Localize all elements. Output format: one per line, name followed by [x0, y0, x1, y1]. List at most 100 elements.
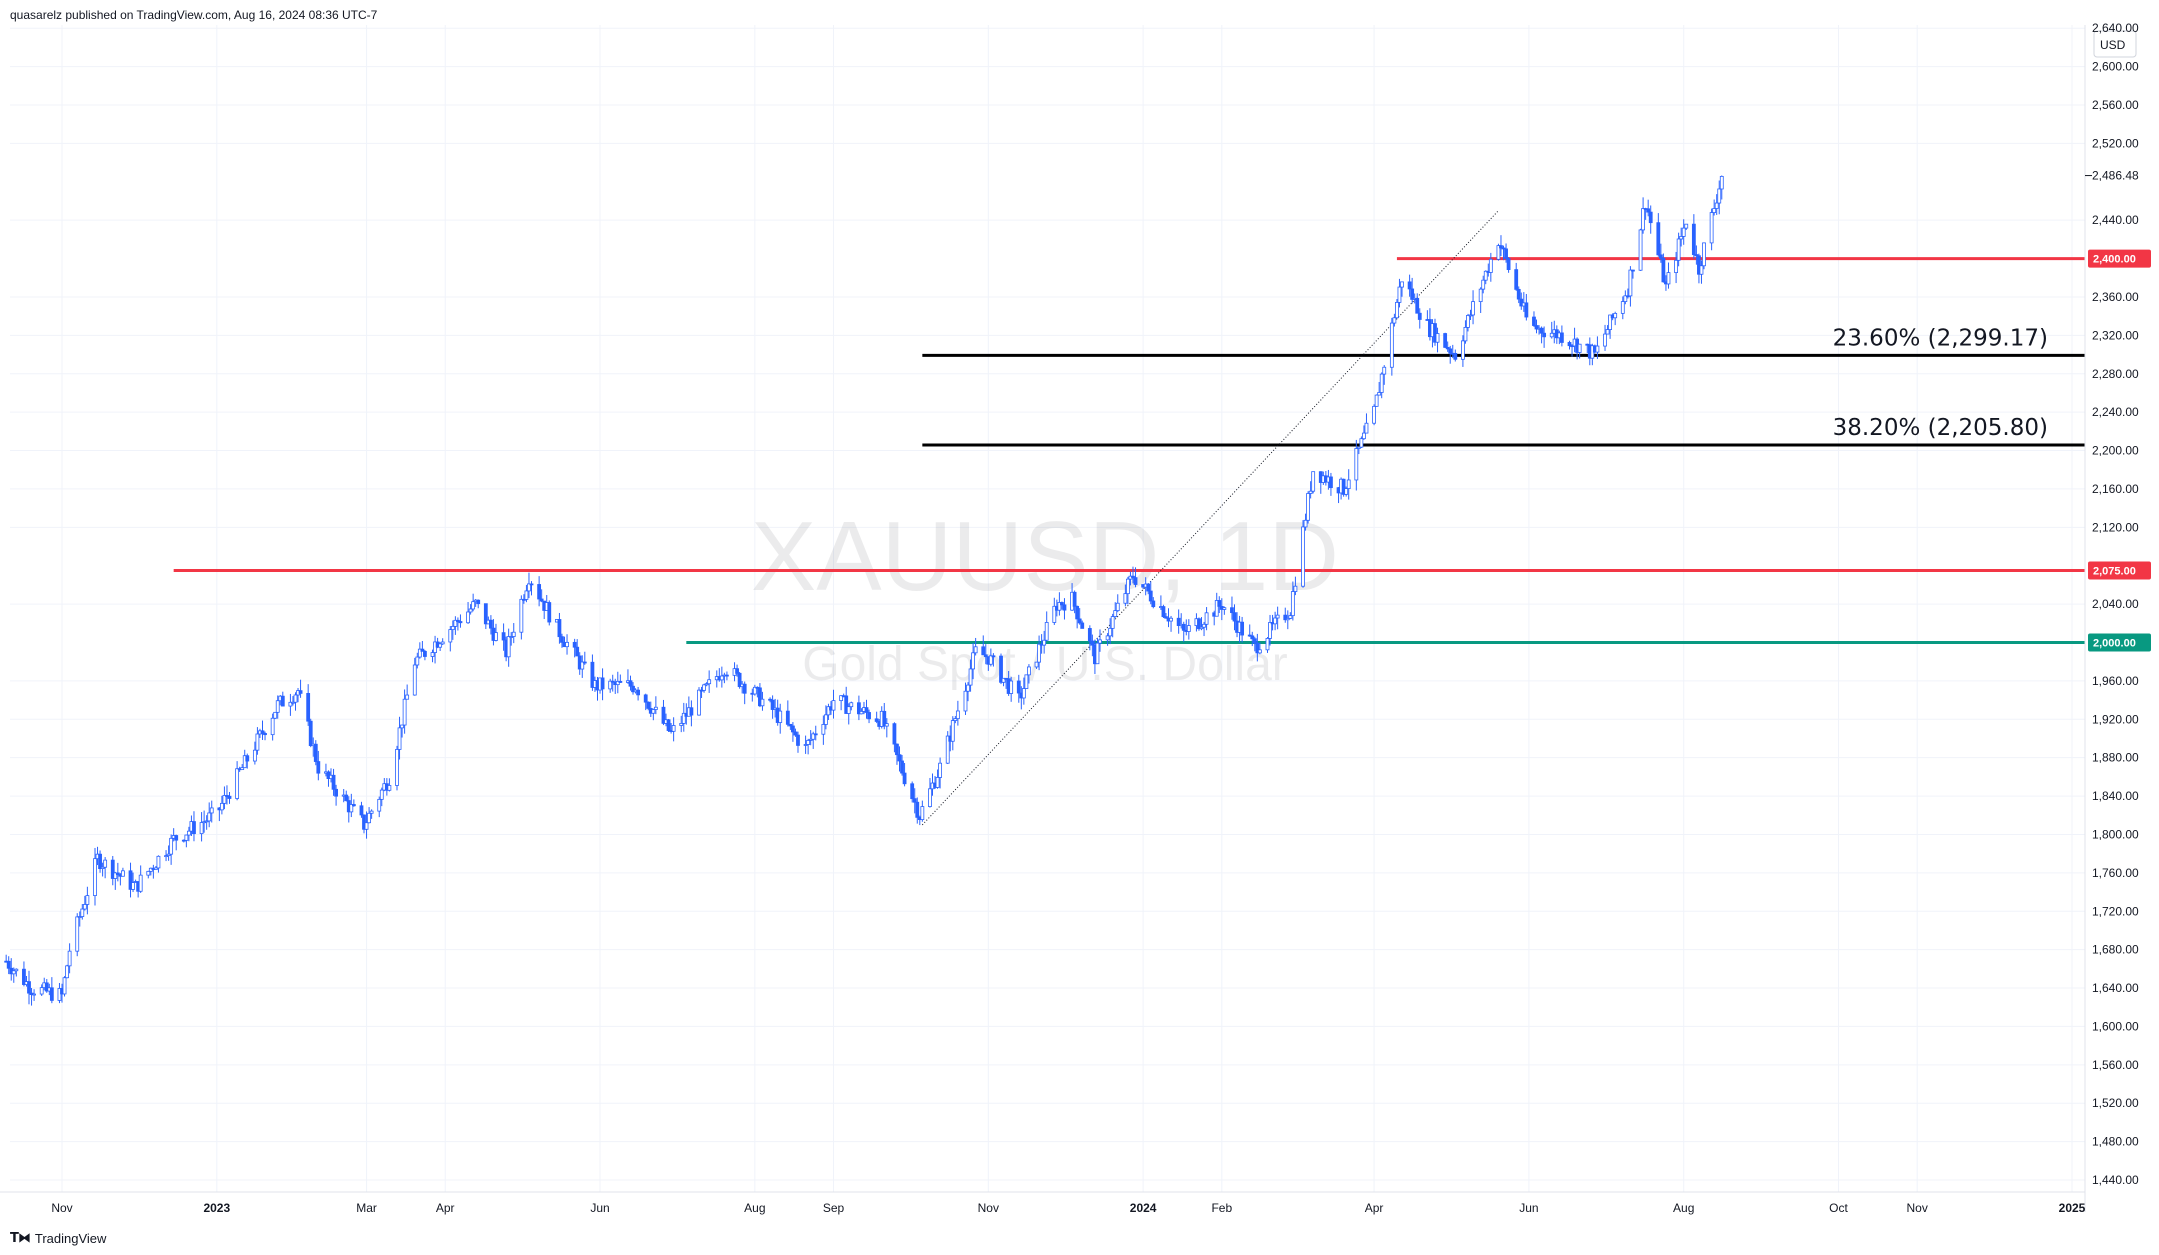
candle-body: [131, 882, 135, 890]
resistance-2075-badge-text: 2,075.00: [2093, 566, 2136, 578]
candle-body: [856, 702, 861, 715]
candle-body: [529, 583, 534, 586]
candle-body: [450, 625, 455, 631]
candle-body: [920, 806, 925, 820]
candle-body: [242, 755, 247, 769]
candle-body: [362, 814, 366, 830]
candle-body: [981, 646, 986, 656]
candle-body: [1044, 622, 1049, 641]
candle-body: [1372, 405, 1376, 424]
candle-body: [1679, 236, 1684, 240]
candle-body: [417, 648, 422, 658]
candle-body: [227, 795, 232, 799]
candle-body: [494, 632, 498, 641]
candle-body: [313, 743, 318, 762]
price-tick-label: 1,960.00: [2092, 674, 2139, 688]
candle-body: [184, 834, 189, 841]
candle-body: [415, 656, 420, 666]
watermark-description: Gold Spot / U.S. Dollar: [802, 638, 1288, 691]
candle-body: [1697, 255, 1701, 275]
candle-body: [539, 598, 544, 602]
candle-body: [844, 695, 849, 714]
candle-body: [280, 695, 285, 707]
candle-body: [1504, 248, 1508, 259]
candle-body: [156, 855, 161, 869]
candle-body: [483, 603, 488, 625]
candle-body: [1605, 329, 1610, 335]
candle-body: [575, 646, 580, 657]
time-tick-label: Aug: [1673, 1201, 1694, 1215]
price-tick-label: 1,520.00: [2092, 1096, 2139, 1110]
candle-body: [824, 714, 828, 725]
candle-body: [689, 707, 694, 716]
price-tick-label: 2,520.00: [2092, 136, 2139, 150]
symbol-watermark: XAUUSD, 1D Gold Spot / U.S. Dollar: [751, 501, 1339, 691]
candle-body: [448, 629, 453, 643]
candle-body: [1095, 642, 1100, 665]
candle-body: [85, 895, 90, 905]
price-axis: USD 2,640.00 2,600.00 2,560.00 2,520.00 2,44…: [2084, 21, 2139, 1212]
candle-body: [1230, 607, 1234, 614]
candle-body: [219, 802, 224, 811]
candle-body: [412, 664, 417, 696]
candle-body: [1681, 227, 1686, 237]
candle-body: [1311, 471, 1316, 492]
candle-body: [968, 668, 973, 686]
candle-body: [222, 795, 227, 804]
candle-body: [1034, 661, 1039, 668]
candle-body: [1539, 327, 1544, 334]
candle-body: [912, 798, 917, 803]
candle-body: [1658, 254, 1663, 259]
candle-body: [468, 608, 473, 613]
candle-body: [1625, 295, 1630, 298]
candle-body: [1098, 639, 1102, 644]
candle-body: [1356, 446, 1361, 449]
currency-label: USD: [2100, 38, 2126, 52]
candle-body: [466, 611, 470, 624]
candle-body: [806, 740, 811, 745]
candle-body: [1699, 265, 1704, 275]
candle-body: [349, 804, 354, 813]
candle-body: [1110, 616, 1115, 629]
price-tick-label: 2,240.00: [2092, 405, 2139, 419]
candle-body: [209, 807, 214, 814]
candle-body: [768, 698, 772, 701]
tradingview-brand[interactable]: 𝗧⧓ TradingView: [10, 1230, 106, 1246]
candle-body: [973, 646, 978, 654]
candle-body: [983, 654, 988, 658]
candle-body: [334, 788, 338, 797]
candle-body: [423, 650, 427, 657]
candle-body: [707, 679, 712, 685]
candle-body: [1374, 394, 1379, 407]
candle-body: [39, 987, 44, 995]
candle-body: [867, 712, 871, 720]
candle-body: [1275, 614, 1280, 619]
candle-body: [1410, 288, 1415, 300]
candle-body: [1062, 604, 1067, 611]
candle-body: [631, 685, 635, 693]
candle-body: [1638, 229, 1643, 271]
candle-body: [1202, 623, 1206, 628]
candle-body: [1354, 448, 1359, 481]
candle-body: [1161, 606, 1166, 618]
candle-body: [1214, 600, 1219, 617]
candle-body: [1087, 628, 1092, 642]
candle-body: [719, 675, 724, 681]
fib-38.2-label: 38.20% (2,205.80): [1833, 415, 2048, 441]
candle-body: [557, 619, 562, 638]
candle-body: [1169, 617, 1173, 622]
candle-body: [1080, 622, 1085, 629]
resistance-2400-badge-text: 2,400.00: [2093, 254, 2136, 266]
candle-body: [1516, 288, 1521, 300]
candle-body: [1250, 635, 1255, 640]
price-tick-label: 1,600.00: [2092, 1019, 2139, 1033]
candle-body: [1344, 488, 1349, 495]
candle-body: [725, 674, 729, 677]
candle-body: [115, 872, 120, 875]
candle-body: [476, 599, 481, 605]
candle-body: [1641, 208, 1645, 231]
candle-body: [1176, 617, 1181, 626]
candle-body: [1075, 605, 1080, 620]
candle-body: [971, 652, 975, 670]
